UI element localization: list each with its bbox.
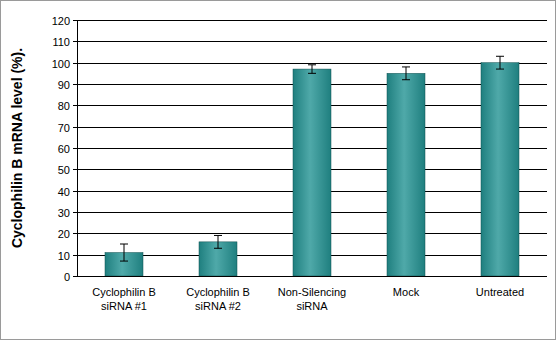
y-tick [73,233,77,234]
y-tick [73,63,77,64]
error-cap [402,66,410,67]
y-tick [73,20,77,21]
error-cap [496,69,504,70]
bar [387,73,425,276]
x-tick-label-line: siRNA #1 [101,300,147,312]
y-axis-title: Cyclophilin B mRNA level (%). [9,48,25,248]
error-bar [120,244,128,261]
x-tick-label: Non-Silencing siRNA [278,286,346,312]
error-cap [308,64,316,65]
y-tick [73,41,77,42]
x-tick-label: Mock [393,286,420,298]
y-tick-label: 10 [58,250,70,262]
error-stem [218,235,219,248]
y-tick [73,255,77,256]
x-tick-label-line: siRNA [296,300,328,312]
error-bar [496,56,504,69]
bars [105,56,519,276]
error-cap [308,73,316,74]
error-stem [500,56,501,69]
y-tick-label: 120 [52,15,70,27]
y-tick-label: 40 [58,186,70,198]
y-tick-label: 50 [58,164,70,176]
x-tick-label-line: Cyclophilin B [92,286,156,298]
grid-line [77,63,547,64]
y-tick [73,127,77,128]
error-cap [120,261,128,262]
x-tick-label-line: siRNA #2 [195,300,241,312]
x-tick-label-line: Untreated [476,286,524,298]
error-bar [214,235,222,248]
y-tick-label: 90 [58,79,70,91]
y-tick [73,84,77,85]
x-tick-label-line: Mock [393,286,420,298]
y-tick-label: 20 [58,228,70,240]
error-stem [312,65,313,74]
y-tick [73,169,77,170]
error-cap [120,244,128,245]
y-tick-label: 60 [58,143,70,155]
x-tick-label-line: Cyclophilin B [186,286,250,298]
y-tick-label: 30 [58,207,70,219]
x-tick-label: Cyclophilin B siRNA #1 [92,286,156,312]
x-tick-label: Cyclophilin B siRNA #2 [186,286,250,312]
error-stem [124,244,125,261]
y-tick [73,191,77,192]
y-tick-label: 0 [64,271,70,283]
error-cap [214,248,222,249]
error-cap [496,56,504,57]
y-tick-label: 100 [52,58,70,70]
error-cap [402,79,410,80]
x-tick-label-line: Non-Silencing [278,286,346,298]
bar [481,63,519,276]
x-axis [77,276,547,277]
x-tick-label: Untreated [476,286,524,298]
error-bar [402,67,410,80]
y-tick [73,212,77,213]
grid-line [77,276,547,277]
y-tick-label: 70 [58,122,70,134]
y-tick [73,105,77,106]
error-stem [406,67,407,80]
error-bar [308,65,316,74]
y-tick-label: 110 [52,36,70,48]
y-tick [73,276,77,277]
outer-border [1,1,556,340]
bar [293,69,331,276]
error-cap [214,235,222,236]
grid-line [77,41,547,42]
grid-line [77,20,547,21]
chart: 0 10 20 30 40 50 60 70 80 90 100 110 120 Cyclophilin … [0,0,556,340]
y-tick [73,148,77,149]
y-axis [77,20,78,276]
y-tick-label: 80 [58,100,70,112]
